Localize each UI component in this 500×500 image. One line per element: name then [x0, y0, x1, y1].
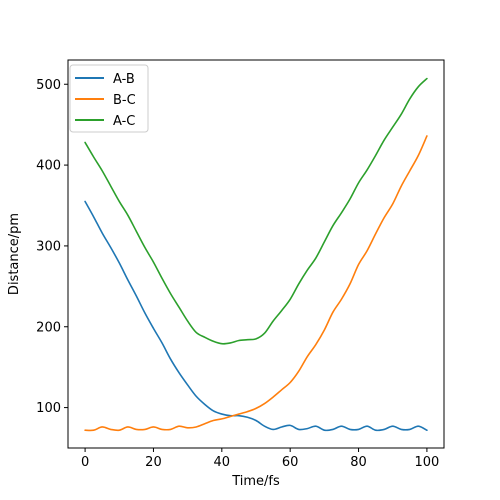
x-tick-label: 100: [414, 455, 439, 470]
x-tick-label: 80: [350, 455, 367, 470]
y-tick-label: 300: [36, 239, 61, 254]
y-tick-label: 200: [36, 320, 61, 335]
x-axis-label: Time/fs: [231, 474, 280, 489]
x-tick-label: 60: [282, 455, 299, 470]
plot-frame: [67, 59, 445, 449]
series-layer: [84, 77, 428, 432]
series-line-a-b: [84, 200, 428, 432]
y-tick-label: 100: [36, 401, 61, 416]
legend-label-a-b: A-B: [113, 72, 135, 87]
legend: A-B B-C A-C: [69, 64, 149, 133]
x-tick-label: 40: [214, 455, 231, 470]
y-tick-label: 400: [36, 159, 61, 174]
ticks-layer: 0 20 40 60 80 100 100 200 300 400 500: [36, 78, 439, 470]
legend-label-a-c: A-C: [113, 114, 135, 129]
y-tick-label: 500: [36, 78, 61, 93]
legend-box: [69, 64, 149, 133]
legend-label-b-c: B-C: [113, 93, 136, 108]
x-tick-label: 20: [145, 455, 162, 470]
series-line-a-c: [84, 77, 428, 345]
x-tick-label: 0: [81, 455, 89, 470]
y-axis-label: Distance/pm: [7, 213, 22, 295]
series-line-b-c: [84, 135, 428, 432]
